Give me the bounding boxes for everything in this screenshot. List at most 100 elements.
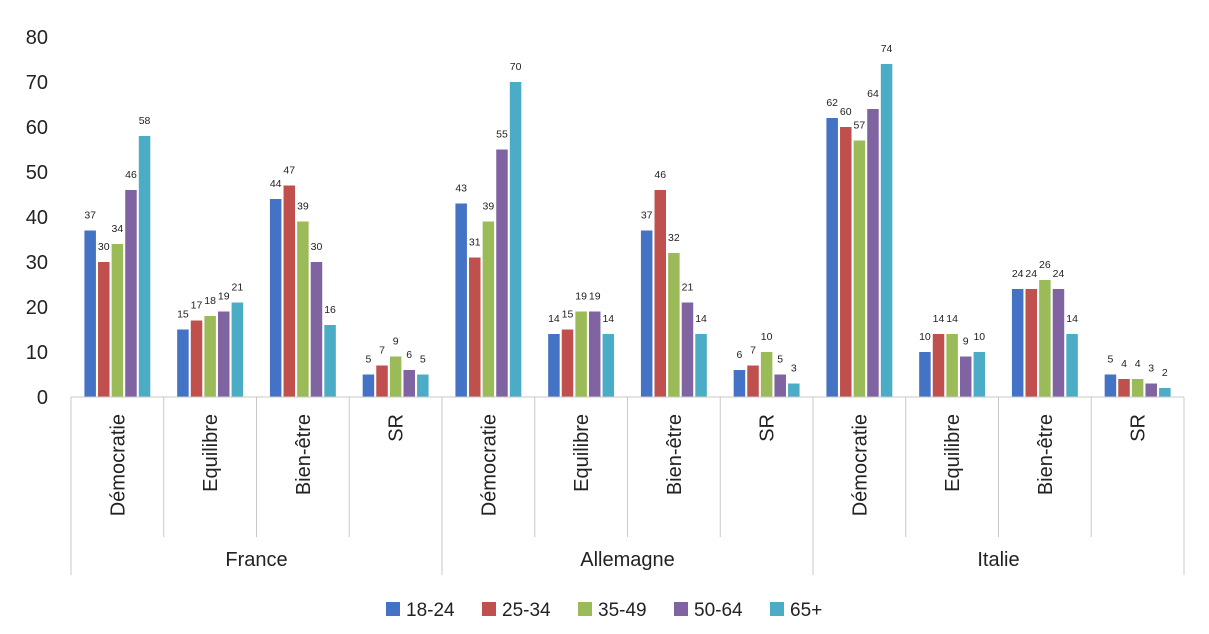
bar (561, 329, 574, 397)
group-label: Italie (977, 549, 1019, 571)
legend-item: 65+ (770, 600, 822, 621)
legend-item: 35-49 (578, 600, 647, 621)
data-label: 55 (496, 129, 508, 141)
data-label: 14 (1066, 313, 1078, 325)
bar (231, 302, 244, 397)
category-label: Démocratie (107, 414, 129, 516)
category-label: Equilibre (571, 414, 593, 492)
legend-label: 35-49 (598, 600, 647, 621)
data-label: 4 (1121, 358, 1127, 370)
data-label: 14 (602, 313, 614, 325)
bar (138, 136, 151, 397)
data-label: 39 (297, 201, 309, 213)
y-tick-label: 30 (26, 252, 48, 274)
category-label: SR (1128, 414, 1150, 442)
legend-swatch (674, 602, 688, 616)
data-label: 5 (1107, 354, 1113, 366)
bar (853, 140, 866, 397)
bar (1025, 289, 1038, 397)
legend-label: 18-24 (406, 600, 455, 621)
data-label: 19 (589, 291, 601, 303)
bar (774, 374, 786, 397)
data-label: 10 (919, 331, 931, 343)
bar (654, 190, 667, 397)
data-label: 43 (455, 183, 467, 195)
bar (204, 316, 216, 397)
data-label: 30 (311, 241, 323, 253)
data-label: 7 (379, 345, 385, 357)
data-label: 3 (1148, 363, 1154, 375)
bar (98, 262, 110, 397)
bar (747, 365, 759, 397)
bar (668, 253, 680, 397)
bar (973, 352, 986, 397)
bar (932, 334, 945, 397)
bar (1039, 280, 1051, 397)
bar (297, 221, 309, 397)
bar (455, 203, 467, 397)
data-label: 47 (283, 165, 295, 177)
data-label: 2 (1162, 367, 1168, 379)
y-tick-label: 0 (37, 387, 48, 409)
data-label: 46 (654, 169, 666, 181)
y-tick-label: 80 (26, 27, 48, 49)
bar (1131, 379, 1144, 397)
bar (482, 221, 495, 397)
bar (190, 320, 203, 397)
bar (217, 311, 230, 397)
data-label: 10 (973, 331, 985, 343)
category-label: SR (757, 414, 779, 442)
data-label: 24 (1053, 268, 1065, 280)
data-label: 14 (548, 313, 560, 325)
bar (695, 334, 707, 397)
bar (959, 356, 972, 397)
data-label: 62 (826, 97, 838, 109)
category-label: Equilibre (942, 414, 964, 492)
data-label: 21 (682, 282, 694, 294)
data-label: 19 (218, 291, 230, 303)
category-label: Démocratie (849, 414, 871, 516)
bar (867, 109, 879, 397)
bar (602, 334, 615, 397)
bar (509, 82, 522, 397)
bar (362, 374, 375, 397)
data-label: 74 (881, 43, 893, 55)
bar (1145, 383, 1157, 397)
bar (788, 383, 800, 397)
category-label: Démocratie (478, 414, 500, 516)
data-label: 39 (483, 201, 495, 213)
data-label: 19 (575, 291, 587, 303)
legend-label: 25-34 (502, 600, 551, 621)
y-tick-label: 50 (26, 162, 48, 184)
bar (1011, 289, 1024, 397)
data-label: 44 (270, 178, 282, 190)
bars (84, 64, 1171, 397)
bar (1066, 334, 1078, 397)
data-label: 57 (854, 120, 866, 132)
bar (760, 352, 773, 397)
bar (389, 356, 402, 397)
x-axis: Démocratie Equilibre Bien-être SR France Démo… (70, 396, 1185, 575)
data-label: 7 (750, 345, 756, 357)
data-label: 6 (406, 349, 412, 361)
data-label: 5 (366, 354, 372, 366)
legend-swatch (770, 602, 784, 616)
legend-item: 25-34 (482, 600, 551, 621)
data-label: 31 (469, 237, 481, 249)
bar (177, 329, 189, 397)
bar (269, 199, 282, 397)
data-label: 60 (840, 106, 852, 118)
y-tick-label: 60 (26, 117, 48, 139)
data-label: 30 (98, 241, 110, 253)
group-label: France (225, 549, 287, 571)
data-label: 3 (791, 363, 797, 375)
bar (826, 118, 838, 397)
data-label: 58 (139, 115, 151, 127)
data-label: 14 (946, 313, 958, 325)
bar (376, 365, 388, 397)
data-label: 26 (1039, 259, 1051, 271)
bar (640, 230, 653, 397)
data-label: 46 (125, 169, 137, 181)
